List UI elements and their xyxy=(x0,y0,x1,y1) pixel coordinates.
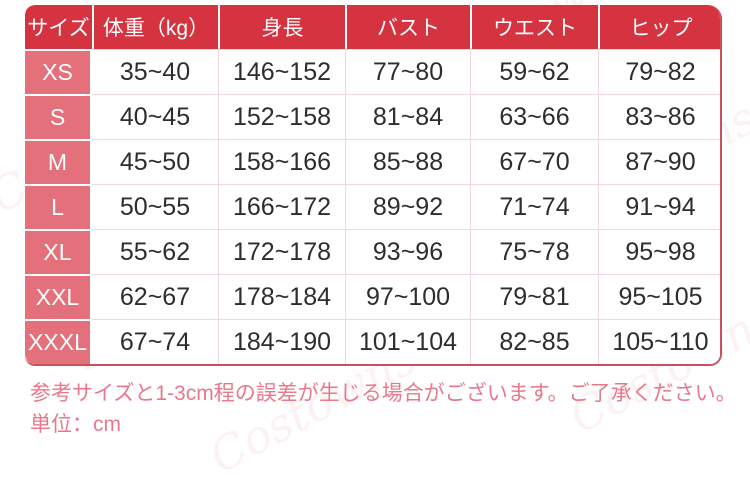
bust-cell: 77~80 xyxy=(345,49,470,94)
bust-cell: 85~88 xyxy=(345,139,470,184)
table-row: M 45~50 158~166 85~88 67~70 87~90 xyxy=(25,139,720,184)
size-label: XXL xyxy=(25,274,92,319)
note-tolerance: 参考サイズと1-3cm程の誤差が生じる場合がございます。ご了承ください。 xyxy=(30,382,737,405)
header-row: サイズ 体重（kg） 身長 バスト ウエスト ヒップ xyxy=(25,5,720,49)
size-label: M xyxy=(25,139,92,184)
bust-cell: 81~84 xyxy=(345,94,470,139)
weight-cell: 55~62 xyxy=(92,229,218,274)
height-cell: 158~166 xyxy=(218,139,345,184)
size-label: XL xyxy=(25,229,92,274)
height-cell: 152~158 xyxy=(218,94,345,139)
header-size: サイズ xyxy=(25,5,92,49)
waist-cell: 59~62 xyxy=(470,49,598,94)
size-label: XXXL xyxy=(25,319,92,364)
bust-cell: 101~104 xyxy=(345,319,470,364)
header-weight: 体重（kg） xyxy=(92,5,218,49)
table-row: S 40~45 152~158 81~84 63~66 83~86 xyxy=(25,94,720,139)
table-row: XS 35~40 146~152 77~80 59~62 79~82 xyxy=(25,49,720,94)
waist-cell: 67~70 xyxy=(470,139,598,184)
height-cell: 172~178 xyxy=(218,229,345,274)
hip-cell: 79~82 xyxy=(598,49,720,94)
table-row: XXL 62~67 178~184 97~100 79~81 95~105 xyxy=(25,274,720,319)
size-label: L xyxy=(25,184,92,229)
waist-cell: 75~78 xyxy=(470,229,598,274)
waist-cell: 82~85 xyxy=(470,319,598,364)
size-label: S xyxy=(25,94,92,139)
note-unit: 単位：cm xyxy=(30,413,121,436)
weight-cell: 40~45 xyxy=(92,94,218,139)
hip-cell: 91~94 xyxy=(598,184,720,229)
weight-cell: 67~74 xyxy=(92,319,218,364)
size-notes: 参考サイズと1-3cm程の誤差が生じる場合がございます。ご了承ください。 単位：… xyxy=(30,378,737,440)
table-row: XL 55~62 172~178 93~96 75~78 95~98 xyxy=(25,229,720,274)
bust-cell: 89~92 xyxy=(345,184,470,229)
hip-cell: 105~110 xyxy=(598,319,720,364)
bust-cell: 93~96 xyxy=(345,229,470,274)
hip-cell: 83~86 xyxy=(598,94,720,139)
height-cell: 184~190 xyxy=(218,319,345,364)
size-chart-table: サイズ 体重（kg） 身長 バスト ウエスト ヒップ XS 35~40 146~… xyxy=(25,5,722,366)
header-height: 身長 xyxy=(218,5,345,49)
height-cell: 166~172 xyxy=(218,184,345,229)
hip-cell: 87~90 xyxy=(598,139,720,184)
hip-cell: 95~98 xyxy=(598,229,720,274)
waist-cell: 79~81 xyxy=(470,274,598,319)
height-cell: 178~184 xyxy=(218,274,345,319)
weight-cell: 35~40 xyxy=(92,49,218,94)
weight-cell: 50~55 xyxy=(92,184,218,229)
header-waist: ウエスト xyxy=(470,5,598,49)
hip-cell: 95~105 xyxy=(598,274,720,319)
height-cell: 146~152 xyxy=(218,49,345,94)
waist-cell: 71~74 xyxy=(470,184,598,229)
waist-cell: 63~66 xyxy=(470,94,598,139)
header-hip: ヒップ xyxy=(598,5,720,49)
header-bust: バスト xyxy=(345,5,470,49)
weight-cell: 45~50 xyxy=(92,139,218,184)
table-row: L 50~55 166~172 89~92 71~74 91~94 xyxy=(25,184,720,229)
weight-cell: 62~67 xyxy=(92,274,218,319)
size-label: XS xyxy=(25,49,92,94)
bust-cell: 97~100 xyxy=(345,274,470,319)
table-row: XXXL 67~74 184~190 101~104 82~85 105~110 xyxy=(25,319,720,364)
